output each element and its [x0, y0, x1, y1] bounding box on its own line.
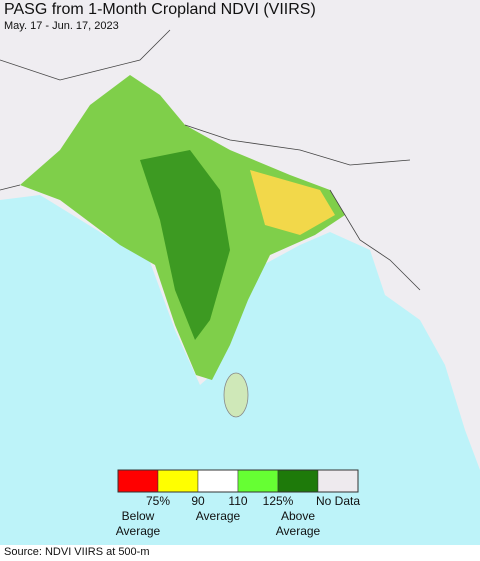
ocean: [0, 195, 480, 545]
legend-group-label: Below Average: [115, 509, 161, 538]
legend-group-label: Above Average: [275, 509, 321, 538]
subtitle: May. 17 - Jun. 17, 2023: [4, 20, 119, 32]
legend-swatch: [237, 469, 279, 493]
legend-frame: [117, 469, 359, 493]
cropland-dry: [250, 170, 335, 235]
legend-swatch: [277, 469, 319, 493]
cropland-dense: [140, 150, 230, 340]
sri-lanka: [223, 372, 249, 418]
legend-tick-label: 125%: [262, 494, 294, 508]
map: [0, 0, 480, 545]
legend-swatch: [317, 469, 359, 493]
legend-swatch: [117, 469, 159, 493]
legend-no-data-label: No Data: [315, 494, 361, 508]
legend-tick-label: 75%: [145, 494, 171, 508]
legend-tick-label: 90: [191, 494, 205, 508]
legend-group-label: Average: [195, 509, 241, 523]
source: Source: NDVI VIIRS at 500-m: [4, 546, 150, 558]
legend-swatch: [157, 469, 199, 493]
borders: [0, 29, 421, 291]
title: PASG from 1-Month Cropland NDVI (VIIRS): [4, 1, 316, 18]
legend-tick-label: 110: [228, 494, 248, 508]
legend-swatch: [197, 469, 239, 493]
